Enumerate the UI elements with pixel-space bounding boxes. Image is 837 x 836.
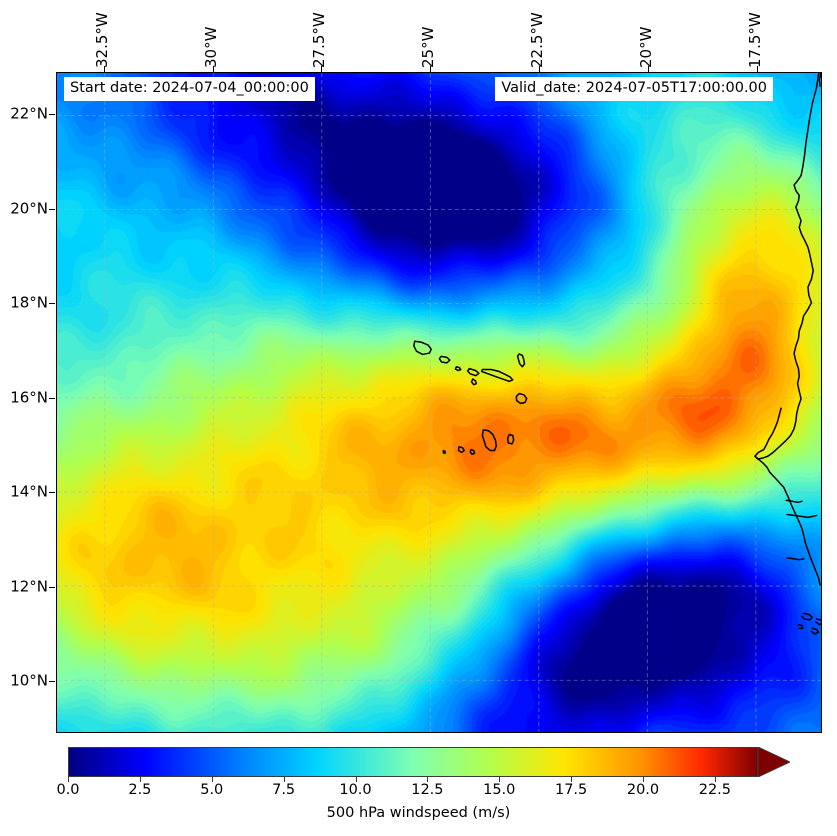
longitude-tick-label: 22.5°W <box>528 12 547 68</box>
map-plot-area[interactable] <box>56 72 822 733</box>
colorbar-tick-mark <box>355 777 357 782</box>
longitude-axis: 32.5°W 30°W 27.5°W 25°W 22.5°W 20°W 17.5°W <box>0 0 837 72</box>
colorbar-tick-label: 10.0 <box>339 782 372 798</box>
longitude-tick-label: 32.5°W <box>92 12 111 68</box>
longitude-tick-mark <box>212 66 214 72</box>
colorbar-gradient <box>68 747 758 777</box>
longitude-tick-mark <box>103 66 105 72</box>
colorbar-tick-mark <box>714 777 716 782</box>
colorbar-tick-mark <box>139 777 141 782</box>
longitude-tick-label: 25°W <box>419 26 438 68</box>
colorbar-tick-mark <box>427 777 429 782</box>
latitude-tick-mark <box>49 586 55 588</box>
latitude-tick-label: 12°N <box>10 577 48 596</box>
colorbar-max-extend-arrow <box>758 747 790 777</box>
longitude-tick-label: 30°W <box>201 26 220 68</box>
colorbar-tick-label: 20.0 <box>626 782 660 798</box>
latitude-tick-label: 14°N <box>10 482 48 501</box>
colorbar-tick-mark <box>283 777 285 782</box>
colorbar-tick-label: 7.5 <box>272 782 296 798</box>
latitude-tick-mark <box>49 303 55 305</box>
latitude-tick-mark <box>49 208 55 210</box>
colorbar-tick-label: 2.5 <box>128 782 152 798</box>
latitude-tick-mark <box>49 397 55 399</box>
colorbar-tick-label: 12.5 <box>411 782 444 798</box>
colorbar-tick-label: 17.5 <box>554 782 588 798</box>
latitude-tick-label: 18°N <box>10 293 48 312</box>
colorbar-tick-label: 15.0 <box>483 782 516 798</box>
colorbar-tick-label: 0.0 <box>56 782 80 798</box>
colorbar-tick-mark <box>211 777 213 782</box>
colorbar-tick-label: 5.0 <box>200 782 224 798</box>
colorbar-tick-mark <box>68 777 69 782</box>
longitude-tick-mark <box>647 66 649 72</box>
longitude-tick-mark <box>756 66 758 72</box>
latitude-tick-mark <box>49 681 55 683</box>
valid-date-annotation: Valid_date: 2024-07-05T17:00:00.00 <box>495 77 773 101</box>
colorbar-axis-label: 500 hPa windspeed (m/s) <box>326 805 511 821</box>
latitude-tick-mark <box>49 114 55 116</box>
colorbar-tick-label: 22.5 <box>698 782 732 798</box>
windspeed-field <box>57 73 821 732</box>
latitude-tick-label: 22°N <box>10 104 48 123</box>
colorbar-ticks: 0.0 2.5 5.0 7.5 10.0 12.5 15.0 17.5 20.0 22.5 <box>56 777 790 803</box>
start-date-annotation: Start date: 2024-07-04_00:00:00 <box>64 77 315 101</box>
latitude-tick-label: 16°N <box>10 388 48 407</box>
longitude-tick-mark <box>321 66 323 72</box>
longitude-tick-mark <box>430 66 432 72</box>
latitude-tick-label: 20°N <box>10 199 48 218</box>
colorbar-tick-mark <box>643 777 644 782</box>
colorbar[interactable] <box>68 747 790 777</box>
longitude-tick-mark <box>539 66 541 72</box>
colorbar-tick-mark <box>571 777 573 782</box>
colorbar-tick-mark <box>499 777 501 782</box>
latitude-axis: 10°N 12°N 14°N 16°N 18°N 20°N 22°N <box>0 0 48 836</box>
longitude-tick-label: 17.5°W <box>745 12 764 68</box>
longitude-tick-label: 27.5°W <box>310 12 329 68</box>
latitude-tick-mark <box>49 492 55 494</box>
longitude-tick-label: 20°W <box>636 26 655 68</box>
latitude-tick-label: 10°N <box>10 671 48 690</box>
